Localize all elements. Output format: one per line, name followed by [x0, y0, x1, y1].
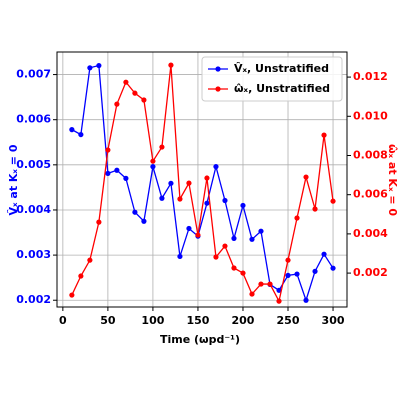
point — [87, 65, 93, 71]
y-tick-label: 0.003 — [16, 248, 51, 261]
point — [231, 235, 237, 241]
point — [222, 197, 228, 204]
point — [177, 196, 183, 202]
legend-box — [201, 56, 343, 102]
point — [168, 180, 174, 186]
point — [285, 257, 291, 263]
point — [195, 232, 201, 238]
point — [222, 243, 228, 249]
point — [69, 292, 75, 298]
point — [159, 195, 165, 201]
point — [267, 281, 273, 287]
point — [303, 297, 309, 303]
point — [312, 206, 318, 212]
point — [276, 298, 282, 304]
point — [186, 180, 192, 186]
legend-marker — [215, 86, 221, 92]
y2-tick-label: 0.010 — [353, 109, 388, 122]
point — [186, 225, 192, 232]
point — [249, 236, 255, 242]
point — [330, 198, 336, 204]
point — [78, 273, 84, 279]
series-line — [71, 65, 334, 303]
point — [123, 79, 129, 85]
point — [78, 131, 84, 138]
point — [150, 158, 156, 164]
x-tick-label: 100 — [141, 314, 164, 327]
y-tick-label: 0.006 — [16, 113, 51, 126]
point — [96, 62, 102, 69]
x-tick-label: 150 — [186, 314, 209, 327]
point — [105, 170, 111, 177]
point — [294, 215, 300, 221]
point — [213, 254, 219, 260]
x-tick-label: 250 — [277, 314, 300, 327]
point — [321, 132, 327, 138]
y-tick-label: 0.005 — [16, 158, 51, 171]
point — [213, 164, 219, 170]
point — [330, 265, 336, 271]
point — [240, 270, 246, 276]
point — [258, 281, 264, 287]
point — [204, 175, 210, 181]
point — [132, 90, 138, 96]
point — [168, 62, 174, 68]
point — [249, 291, 255, 297]
y2-tick-label: 0.004 — [353, 227, 388, 240]
point — [303, 174, 309, 180]
point — [105, 147, 111, 153]
y-tick-label: 0.007 — [16, 68, 51, 81]
point — [114, 101, 120, 107]
y2-tick-label: 0.006 — [353, 188, 388, 201]
point — [114, 167, 120, 173]
point — [258, 228, 264, 234]
y-tick-label: 0.002 — [16, 293, 51, 306]
point — [87, 257, 93, 263]
point — [231, 265, 237, 271]
y2-tick-label: 0.012 — [353, 70, 388, 83]
point — [69, 127, 75, 133]
point — [141, 97, 147, 103]
point — [204, 200, 210, 206]
x-tick-label: 50 — [100, 314, 116, 327]
x-tick-label: 300 — [322, 314, 345, 327]
y2-tick-label: 0.008 — [353, 148, 388, 161]
x-tick-label: 0 — [59, 314, 67, 327]
y2-axis-label: ω̂ₓ at Kₓ = 0 — [386, 144, 399, 216]
y2-tick-label: 0.002 — [353, 266, 388, 279]
y-axis-label: V̂ₓ at Kₓ = 0 — [7, 144, 20, 215]
legend-label: ω̂ₓ, Unstratified — [234, 82, 330, 95]
point — [177, 253, 183, 260]
point — [132, 209, 138, 215]
x-tick-label: 200 — [231, 314, 254, 327]
point — [294, 271, 300, 277]
plot-frame — [56, 51, 348, 308]
point — [321, 251, 327, 257]
point — [96, 219, 102, 225]
y-tick-label: 0.004 — [16, 203, 51, 216]
point — [141, 218, 147, 224]
point — [150, 164, 156, 170]
legend-label: V̂ₓ, Unstratified — [234, 62, 329, 75]
point — [240, 202, 246, 209]
point — [285, 272, 291, 279]
point — [159, 144, 165, 150]
point — [312, 268, 318, 274]
point — [276, 287, 282, 293]
x-axis-label: Time (ωpd⁻¹) — [160, 333, 240, 346]
point — [123, 175, 129, 181]
legend-marker — [215, 66, 221, 72]
